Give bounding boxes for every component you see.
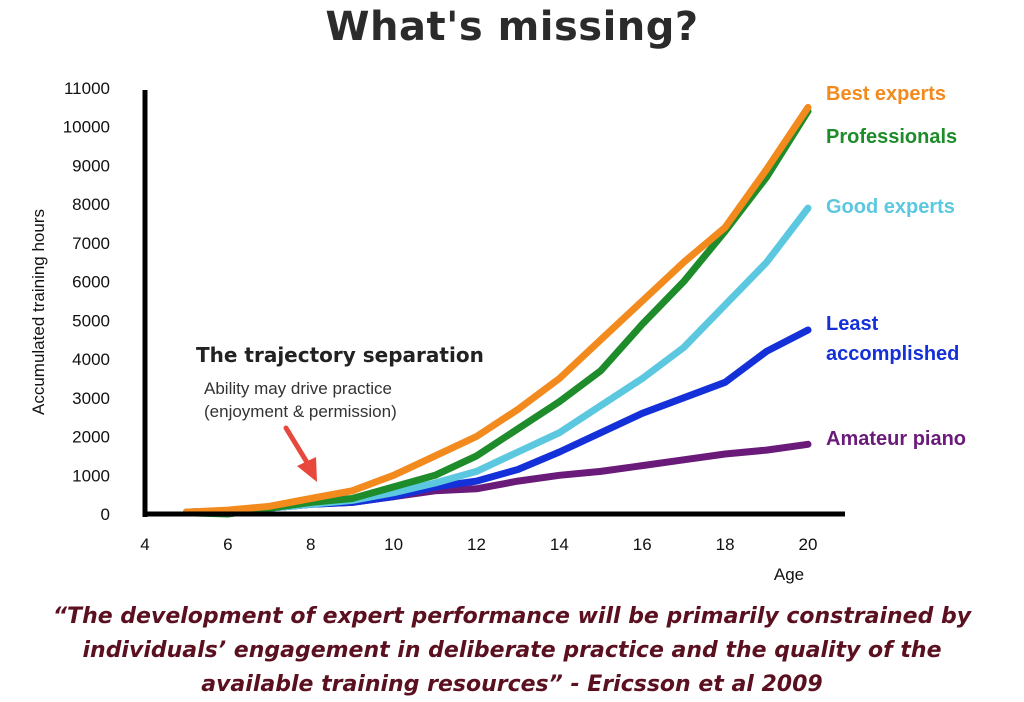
x-tick-label: 16 (633, 535, 652, 554)
series-labels: Amateur piano Least accomplished Good exper… (826, 83, 966, 450)
y-tick-label: 5000 (72, 311, 110, 330)
annotation-arrow-head (297, 457, 317, 482)
annotation-line-1: (enjoyment & permission) (204, 402, 397, 421)
page-title: What's missing? (325, 4, 699, 50)
y-tick-label: 3000 (72, 389, 110, 408)
series-label-1-1: accomplished (826, 343, 959, 365)
y-tick-label: 6000 (72, 273, 110, 292)
y-tick-label: 8000 (72, 195, 110, 214)
x-tick-label: 14 (550, 535, 569, 554)
series-label-0: Amateur piano (826, 428, 966, 450)
y-axis-title: Accumulated training hours (29, 209, 48, 415)
quote-line-2: individuals’ engagement in deliberate pr… (82, 638, 942, 663)
y-tick-label: 9000 (72, 156, 110, 175)
x-tick-label: 18 (716, 535, 735, 554)
series-label-1-0: Least (826, 313, 879, 335)
quote-line-1: “The development of expert performance w… (52, 604, 972, 629)
y-tick-label: 11000 (64, 79, 110, 98)
annotation-title: The trajectory separation (196, 343, 484, 367)
y-tick-label: 4000 (72, 350, 110, 369)
x-axis-title: Age (774, 565, 804, 584)
y-tick-label: 2000 (72, 428, 110, 447)
annotation: The trajectory separation Ability may dri… (196, 343, 484, 482)
quote-line-3: available training resources” - Ericsson… (201, 672, 823, 697)
y-tick-label: 0 (101, 505, 110, 524)
x-tick-label: 8 (306, 535, 315, 554)
x-tick-label: 4 (140, 535, 149, 554)
x-tick-label: 10 (384, 535, 403, 554)
series-line-4 (182, 103, 812, 516)
y-tick-label: 1000 (72, 466, 110, 485)
quote: “The development of expert performance w… (20, 600, 1004, 702)
annotation-arrow-shaft (283, 425, 311, 467)
series-label-2: Good experts (826, 196, 955, 218)
y-tick-label: 7000 (72, 234, 110, 253)
annotation-line-0: Ability may drive practice (204, 379, 392, 398)
axes: 0 1000 2000 3000 4000 5000 6000 7000 8000 9000 100… (29, 79, 845, 584)
y-tick-label: 10000 (63, 118, 110, 137)
x-tick-label: 6 (223, 535, 232, 554)
series-label-4: Best experts (826, 83, 946, 105)
series-label-3: Professionals (826, 126, 957, 148)
x-tick-label: 20 (799, 535, 818, 554)
series-lines (182, 103, 812, 518)
x-tick-label: 12 (467, 535, 486, 554)
